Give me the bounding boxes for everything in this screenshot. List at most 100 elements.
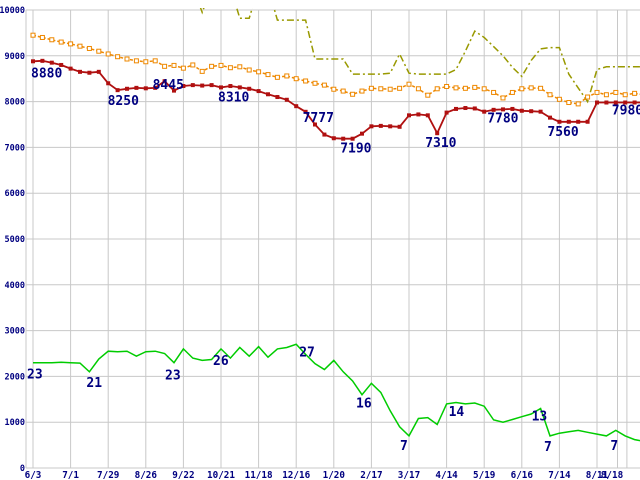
y-tick-label: 2000 (5, 372, 25, 382)
data-point-marker (68, 41, 74, 47)
data-point-marker (293, 76, 299, 82)
data-point-marker (378, 123, 383, 128)
data-point-marker (162, 63, 168, 69)
data-point-marker (368, 85, 374, 91)
data-point-marker (134, 85, 139, 90)
y-tick-label: 1000 (5, 418, 25, 428)
data-point-marker (246, 67, 252, 73)
series-line-green-solid (33, 343, 640, 442)
data-point-marker (603, 92, 609, 98)
data-point-marker (265, 72, 271, 78)
data-point-marker (313, 122, 317, 127)
point-label: 7980 (612, 104, 640, 119)
point-label: 23 (165, 369, 181, 384)
data-point-marker (425, 113, 430, 118)
data-point-marker (152, 58, 158, 64)
data-point-marker (274, 74, 280, 80)
data-point-marker (200, 83, 205, 88)
data-point-marker (219, 85, 223, 90)
series-line-olive-dashdot (199, 8, 640, 104)
data-point-marker (585, 94, 591, 100)
point-label: 23 (27, 368, 43, 383)
data-point-marker (407, 113, 411, 118)
x-tick-label: 10/21 (207, 470, 235, 480)
y-tick-label: 10000 (0, 6, 25, 16)
data-point-marker (453, 85, 459, 91)
data-point-marker (340, 88, 346, 94)
data-point-marker (190, 62, 196, 68)
y-tick-label: 3000 (5, 327, 25, 337)
x-tick-label: 7/1 (62, 470, 79, 480)
x-tick-label: 3/17 (398, 470, 420, 480)
data-point-marker (143, 86, 148, 91)
data-point-marker (463, 106, 468, 111)
data-point-marker (622, 92, 628, 98)
data-point-marker (444, 83, 450, 89)
data-point-marker (444, 110, 449, 115)
data-point-marker (49, 37, 55, 43)
data-point-marker (557, 119, 562, 124)
data-point-marker (39, 34, 45, 40)
data-point-marker (547, 92, 553, 98)
data-point-marker (491, 89, 497, 95)
point-label: 8445 (153, 78, 184, 93)
point-label: 13 (532, 409, 548, 424)
point-label: 14 (449, 405, 465, 420)
data-point-marker (397, 85, 403, 91)
data-point-marker (96, 69, 101, 74)
data-point-marker (510, 106, 515, 111)
data-point-marker (30, 32, 36, 38)
data-point-marker (623, 100, 628, 105)
data-point-marker (87, 70, 92, 75)
data-point-marker (369, 124, 374, 129)
point-label: 8310 (218, 90, 249, 105)
data-point-marker (303, 109, 308, 114)
data-point-marker (538, 109, 543, 114)
data-point-marker (491, 107, 496, 112)
data-point-marker (171, 62, 177, 68)
x-tick-label: 11/18 (245, 470, 273, 480)
y-tick-label: 4000 (5, 281, 25, 291)
data-point-marker (566, 100, 572, 106)
data-point-marker (321, 82, 327, 88)
data-point-marker (359, 88, 365, 94)
data-point-marker (360, 131, 364, 136)
point-label: 27 (299, 345, 315, 360)
x-tick-label: 8/18 (601, 470, 624, 480)
data-point-marker (115, 54, 121, 60)
data-point-marker (406, 81, 412, 87)
data-point-marker (434, 86, 440, 92)
data-point-marker (49, 60, 54, 65)
series-green-solid (33, 343, 640, 442)
point-label: 7 (400, 439, 408, 454)
y-tick-label: 6000 (5, 189, 25, 199)
data-point-marker (472, 106, 477, 111)
data-point-marker (237, 64, 243, 70)
data-point-marker (397, 124, 402, 129)
x-tick-label: 6/3 (25, 470, 42, 480)
x-tick-label: 8/11 (586, 470, 609, 480)
data-point-marker (500, 95, 506, 101)
data-point-marker (604, 100, 609, 105)
data-point-marker (125, 86, 129, 91)
data-point-marker (481, 86, 487, 92)
data-point-marker (78, 69, 82, 74)
data-point-marker (172, 88, 176, 93)
data-point-marker (519, 86, 525, 92)
y-tick-label: 8000 (5, 98, 25, 108)
data-point-marker (275, 95, 280, 100)
data-point-marker (594, 89, 600, 95)
data-point-marker (462, 85, 468, 91)
data-point-marker (331, 86, 337, 92)
data-point-marker (378, 86, 384, 92)
data-point-marker (31, 59, 35, 64)
data-point-marker (58, 39, 64, 45)
y-tick-label: 9000 (5, 52, 25, 62)
data-point-marker (519, 108, 524, 113)
point-label: 26 (213, 354, 229, 369)
data-point-marker (227, 65, 233, 71)
data-point-marker (143, 59, 149, 65)
x-tick-label: 7/29 (97, 470, 119, 480)
x-tick-label: 9/22 (172, 470, 194, 480)
